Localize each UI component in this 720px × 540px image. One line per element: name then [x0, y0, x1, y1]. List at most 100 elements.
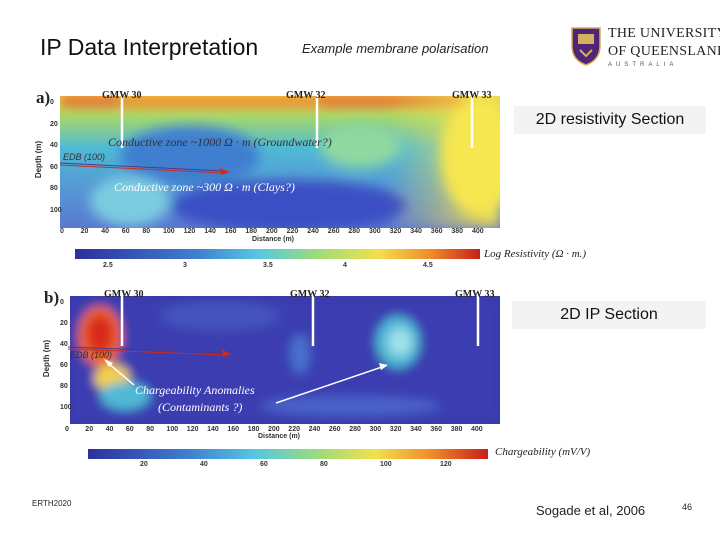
distance-tick-label: 20 — [85, 426, 94, 433]
distance-tick-label: 220 — [288, 426, 300, 433]
distance-tick-label: 120 — [186, 426, 199, 433]
ip-section-plot — [70, 296, 500, 424]
distance-tick-label: 320 — [389, 426, 402, 433]
distance-tick-label: 80 — [142, 228, 151, 235]
citation: Sogade et al, 2006 — [536, 503, 646, 518]
colorbar-tick-label: 40 — [200, 461, 208, 468]
distance-tick-label: 200 — [266, 228, 278, 235]
distance-tick-label: 260 — [328, 426, 341, 433]
panel-a-well-gmw30: GMW 30 — [102, 90, 142, 101]
distance-tick-label: 0 — [60, 228, 64, 235]
distance-tick-label: 140 — [204, 228, 216, 235]
distance-tick-label: 240 — [307, 228, 319, 235]
chargeability-colorbar — [88, 449, 488, 459]
distance-tick-label: 120 — [183, 228, 196, 235]
distance-tick-label: 200 — [268, 426, 280, 433]
depth-tick-label: 0 — [60, 299, 64, 306]
chargeability-colorbar-label: Chargeability (mV/V) — [495, 446, 591, 458]
distance-tick-label: 340 — [410, 228, 422, 235]
distance-tick-label: 20 — [80, 228, 89, 235]
distance-tick-label: 320 — [389, 228, 402, 235]
panel-a-distance-axis-title: Distance (m) — [252, 236, 295, 243]
university-logo: THE UNIVERSITY OF QUEENSLAND AUSTRALIA — [570, 24, 720, 70]
distance-tick-label: 180 — [247, 426, 260, 433]
distance-tick-label: 300 — [369, 228, 381, 235]
colorbar-tick-label: 3 — [183, 262, 187, 269]
colorbar-tick-label: 120 — [440, 461, 452, 468]
logo-line-1: THE UNIVERSITY — [608, 26, 720, 41]
panel-b-well-gmw30: GMW 30 — [104, 289, 144, 300]
slide-title: IP Data Interpretation — [40, 34, 259, 60]
colorbar-tick-label: 4 — [343, 262, 347, 269]
anomaly-arrows — [104, 359, 388, 404]
distance-tick-label: 300 — [369, 426, 382, 433]
colorbar-tick-label: 3.5 — [263, 262, 273, 269]
distance-tick-label: 160 — [227, 426, 240, 433]
colorbar-tick-label: 80 — [320, 461, 328, 468]
distance-tick-label: 280 — [349, 426, 361, 433]
resistivity-colorbar-label: Log Resistivity (Ω · m.) — [484, 248, 587, 260]
panel-a-annotation-groundwater: Conductive zone ~1000 Ω · m (Groundwater… — [108, 135, 332, 149]
chargeability-anomaly-line-2: (Contaminants ?) — [158, 400, 243, 414]
depth-tick-label: 60 — [60, 362, 68, 369]
panel-b-depth-axis-title: Depth (m) — [42, 339, 52, 378]
distance-tick-label: 280 — [348, 228, 361, 235]
distance-tick-label: 220 — [286, 228, 299, 235]
colorbar-tick-label: 4.5 — [423, 262, 433, 269]
course-code: ERTH2020 — [32, 499, 72, 508]
logo-line-3: AUSTRALIA — [608, 62, 678, 68]
panel-a-depth-axis-title: Depth (m) — [34, 140, 44, 179]
panel-a-well-gmw33: GMW 33 — [452, 90, 492, 101]
panel-b-label: b) — [44, 288, 60, 307]
depth-tick-label: 0 — [50, 99, 54, 106]
distance-tick-label: 60 — [125, 426, 134, 433]
depth-tick-label: 80 — [50, 185, 58, 192]
panel-b-well-gmw33: GMW 33 — [455, 289, 495, 300]
resistivity-colorbar — [75, 249, 480, 259]
distance-tick-label: 400 — [472, 228, 484, 235]
depth-tick-label: 40 — [50, 142, 58, 149]
distance-tick-label: 0 — [65, 426, 69, 433]
depth-tick-label: 100 — [60, 404, 72, 411]
colorbar-tick-label: 100 — [380, 461, 392, 468]
distance-tick-label: 260 — [327, 228, 340, 235]
distance-tick-label: 380 — [450, 426, 463, 433]
ip-section-title: 2D IP Section — [512, 301, 706, 329]
depth-tick-label: 20 — [60, 320, 68, 327]
panel-a-well-gmw32: GMW 32 — [286, 90, 326, 101]
logo-line-2: OF QUEENSLAND — [608, 44, 720, 59]
distance-tick-label: 140 — [207, 426, 219, 433]
distance-tick-label: 360 — [430, 426, 443, 433]
depth-tick-label: 80 — [60, 383, 68, 390]
colorbar-tick-label: 2.5 — [103, 262, 113, 269]
distance-tick-label: 80 — [146, 426, 154, 433]
panel-a-edb-label: EDB (100) — [63, 152, 106, 162]
distance-tick-label: 60 — [121, 228, 130, 235]
colorbar-tick-label: 60 — [260, 461, 268, 468]
distance-tick-label: 180 — [245, 228, 258, 235]
distance-tick-label: 360 — [430, 228, 443, 235]
resistivity-section-title: 2D resistivity Section — [514, 106, 706, 134]
panel-a-annotation-clays: Conductive zone ~300 Ω · m (Clays?) — [114, 180, 295, 194]
depth-tick-label: 20 — [50, 120, 58, 128]
slide-subtitle: Example membrane polarisation — [302, 41, 489, 56]
panel-a-label: a) — [36, 88, 51, 107]
distance-tick-label: 240 — [308, 426, 321, 433]
panel-b-edb-line — [68, 346, 232, 357]
distance-tick-label: 100 — [163, 228, 175, 235]
distance-tick-label: 100 — [166, 426, 179, 433]
distance-tick-label: 340 — [410, 426, 422, 433]
crest-icon — [571, 27, 601, 66]
distance-tick-label: 400 — [471, 426, 483, 433]
colorbar-tick-label: 20 — [140, 461, 148, 468]
page-number: 46 — [682, 502, 693, 512]
depth-tick-label: 100 — [50, 206, 62, 214]
distance-tick-label: 160 — [224, 228, 237, 235]
chargeability-anomaly-line-1: Chargeability Anomalies — [135, 383, 255, 397]
panel-b-well-gmw32: GMW 32 — [290, 289, 330, 300]
panel-b-distance-axis-title: Distance (m) — [258, 433, 301, 440]
distance-tick-label: 40 — [101, 228, 109, 235]
depth-tick-label: 60 — [50, 163, 58, 171]
panel-b-edb-label: EDB (100) — [70, 350, 113, 360]
panel-a-edb-line — [60, 162, 230, 175]
